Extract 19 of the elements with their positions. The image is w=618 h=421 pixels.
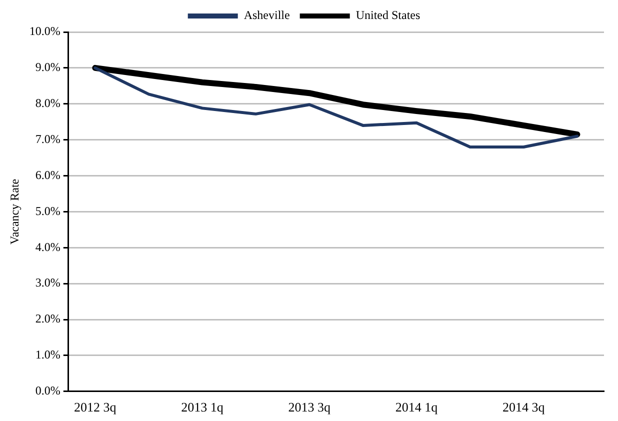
legend-label: United States [356,8,420,22]
y-tick-label: 6.0% [35,168,60,182]
y-axis-title: Vacancy Rate [7,178,22,245]
y-tick-label: 2.0% [35,312,60,326]
y-tick-label: 9.0% [35,60,60,74]
x-tick-label: 2014 3q [502,400,546,415]
legend-label: Asheville [244,8,290,22]
y-tick-label: 7.0% [35,132,60,146]
y-tick-label: 1.0% [35,348,60,362]
x-tick-label: 2013 3q [288,400,332,415]
y-tick-label: 8.0% [35,96,60,110]
y-tick-label: 10.0% [29,24,60,38]
y-tick-label: 5.0% [35,204,60,218]
x-tick-label: 2012 3q [74,400,117,415]
x-tick-label: 2014 1q [395,400,438,415]
x-tick-label: 2013 1q [181,400,224,415]
y-tick-label: 3.0% [35,276,60,290]
y-tick-label: 4.0% [35,240,60,254]
y-tick-label: 0.0% [35,384,60,398]
